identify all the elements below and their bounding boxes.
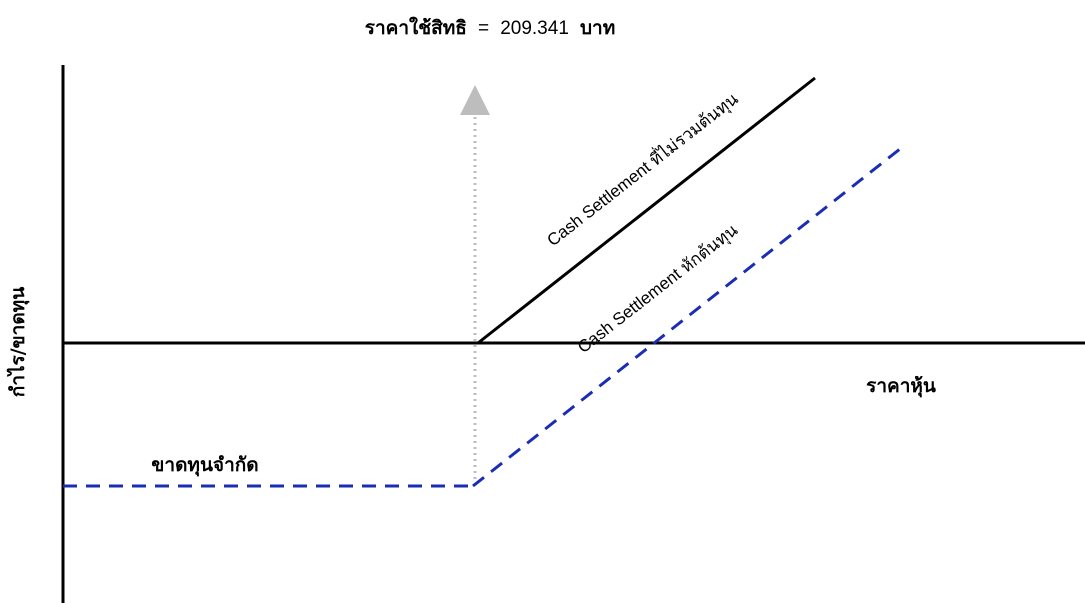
gross-payoff-label: Cash Settlement ที่ไม่รวมต้นทุน <box>542 87 743 251</box>
title-label: ราคาใช้สิทธิ <box>365 16 467 39</box>
limited-loss-label: ขาดทุนจำกัด <box>151 454 258 477</box>
title-unit: บาท <box>580 17 615 39</box>
title-value: 209.341 <box>500 18 569 39</box>
net-payoff-rising-segment <box>472 143 906 488</box>
net-payoff-label: Cash Settlement หักต้นทุน <box>574 220 742 358</box>
y-axis-label: กำไร/ขาดทุน <box>6 287 30 397</box>
gross-payoff-line <box>477 76 816 345</box>
x-axis-label: ราคาหุ้น <box>866 375 936 398</box>
title-equals: = <box>478 18 489 39</box>
diagram-title: ราคาใช้สิทธิ = 209.341 บาท <box>365 16 616 39</box>
